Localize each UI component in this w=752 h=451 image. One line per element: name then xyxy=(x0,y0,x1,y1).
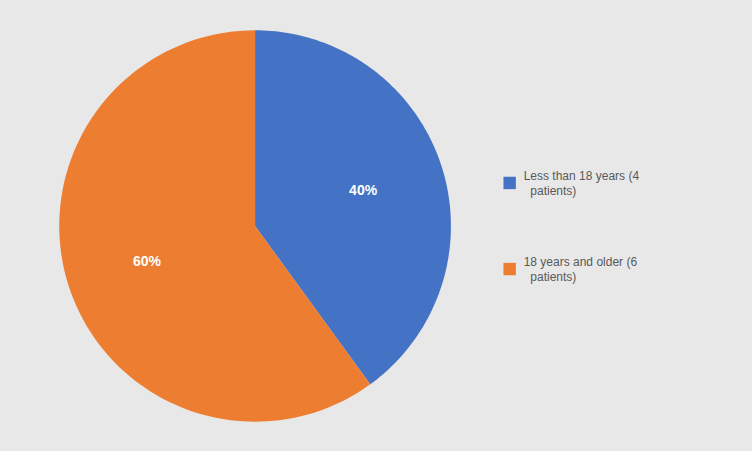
svg-text:40%: 40% xyxy=(349,182,378,198)
svg-text:18 years and older (6 patient: 18 years and older (6 patients) xyxy=(524,255,638,283)
svg-text:Less than 18 years (4 patient: Less than 18 years (4 patients) xyxy=(524,169,640,197)
svg-text:60%: 60% xyxy=(133,253,162,269)
